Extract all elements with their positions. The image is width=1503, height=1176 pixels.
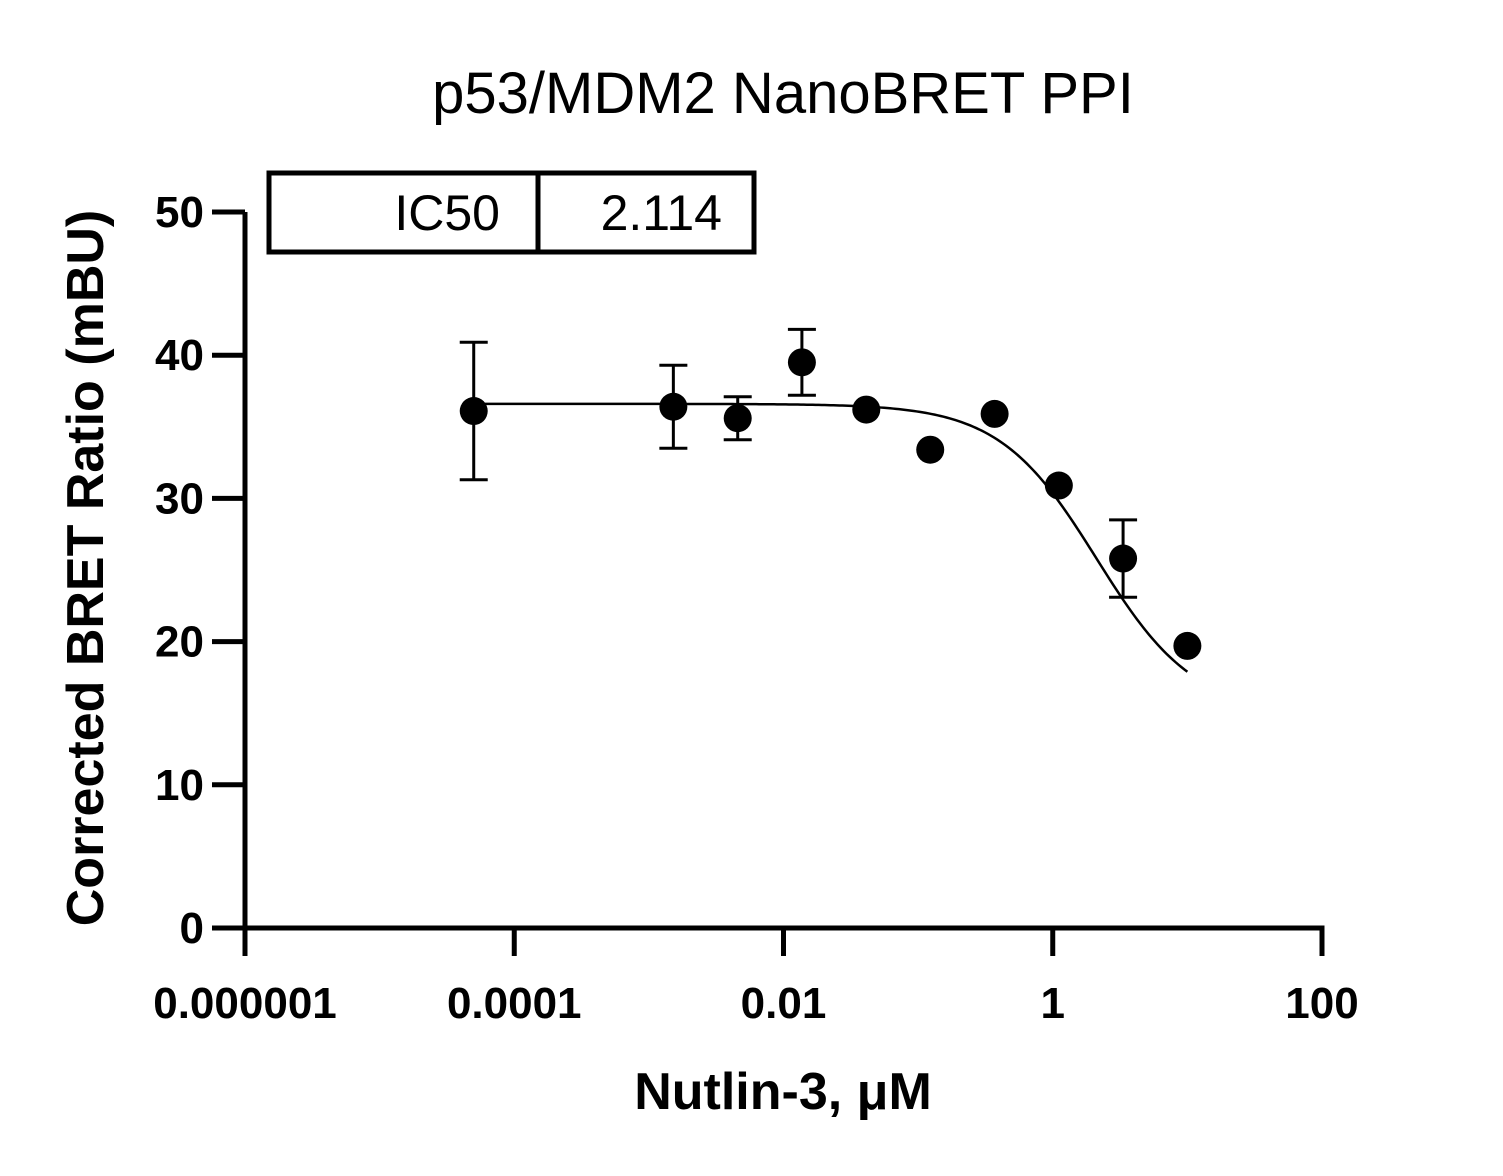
data-point — [980, 399, 1009, 428]
data-point — [916, 435, 945, 464]
y-axis-label: Corrected BRET Ratio (mBU) — [57, 210, 115, 927]
y-tick-label: 40 — [155, 331, 204, 380]
x-axis-label: Nutlin-3, μM — [634, 1063, 932, 1121]
y-tick-label: 10 — [155, 761, 204, 810]
data-point — [1109, 544, 1138, 573]
x-tick-label: 0.01 — [741, 979, 827, 1028]
ic50-value: 2.114 — [601, 185, 722, 241]
data-point — [1173, 631, 1202, 660]
x-tick-label: 100 — [1285, 979, 1358, 1028]
axes: 0 10 20 30 40 50 0.000001 0.0001 0.01 1 100 — [153, 188, 1358, 1028]
y-tick-label: 30 — [155, 474, 204, 523]
data-point — [1044, 471, 1073, 500]
data-point — [787, 348, 816, 377]
data-point — [852, 395, 881, 424]
data-point — [459, 397, 488, 426]
fit-curve-layer — [473, 402, 1189, 673]
data-point — [659, 392, 688, 421]
fit-curve — [473, 402, 1189, 673]
ic50-table: IC50 2.114 — [266, 170, 757, 255]
data-point — [723, 404, 752, 433]
ic50-label: IC50 — [394, 185, 500, 241]
y-tick-label: 0 — [180, 904, 204, 953]
ic50-table-border — [266, 170, 757, 255]
x-tick-label: 0.000001 — [153, 979, 337, 1028]
x-tick-label: 1 — [1041, 979, 1065, 1028]
chart-title: p53/MDM2 NanoBRET PPI — [432, 61, 1134, 126]
y-tick-label: 20 — [155, 618, 204, 667]
data-point-layer — [459, 348, 1202, 660]
y-tick-label: 50 — [155, 188, 204, 237]
x-tick-label: 0.0001 — [447, 979, 582, 1028]
